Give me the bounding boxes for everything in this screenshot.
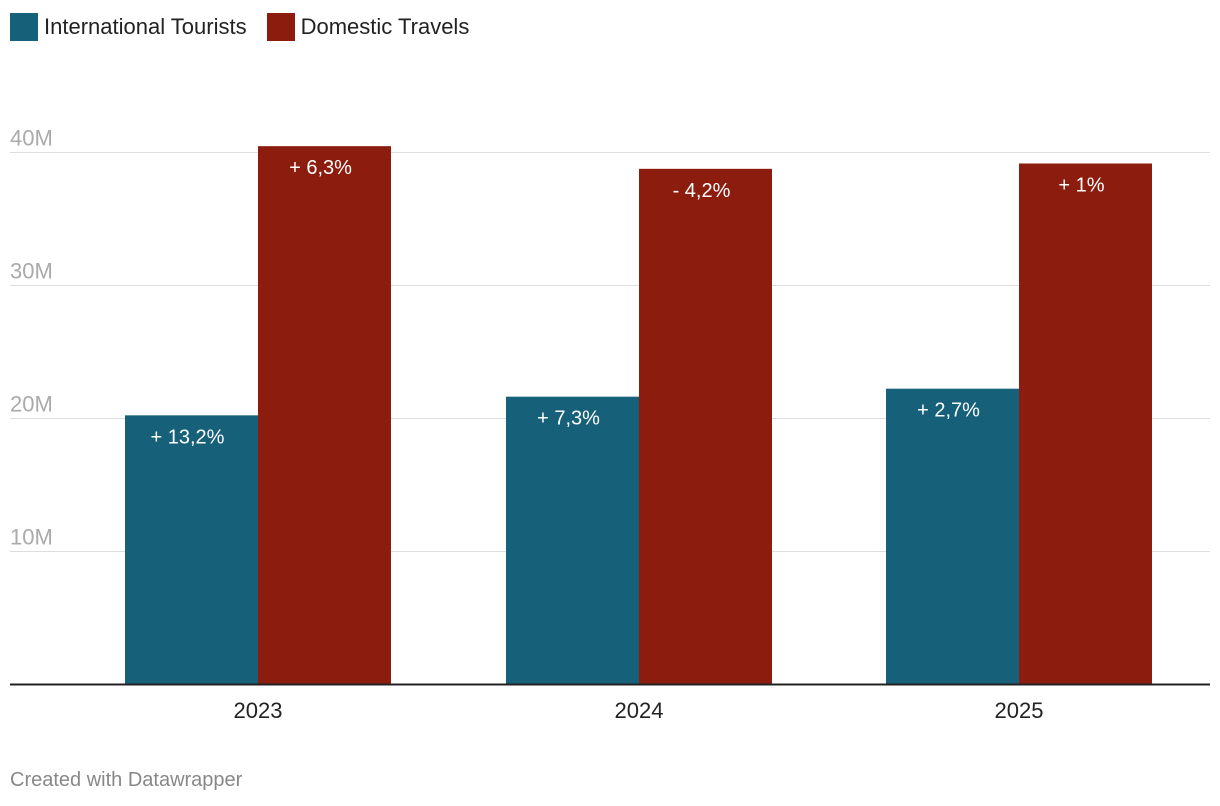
datawrapper-credit: Created with Datawrapper (10, 769, 243, 791)
legend-item-international[interactable]: International Tourists (10, 13, 247, 41)
bar (1019, 163, 1152, 685)
legend: International Tourists Domestic Travels (10, 13, 469, 41)
bar-data-label: + 2,7% (917, 400, 980, 422)
y-tick-label: 20M (10, 392, 53, 417)
bar-data-label: + 1% (1058, 174, 1104, 196)
bar (125, 415, 258, 685)
x-tick-label: 2024 (615, 698, 664, 723)
bar-data-label: + 13,2% (151, 426, 225, 448)
y-tick-label: 40M (10, 126, 53, 151)
legend-label-domestic: Domestic Travels (300, 14, 470, 39)
bar-data-label: - 4,2% (673, 180, 731, 202)
bar (639, 168, 772, 685)
x-tick-label: 2025 (995, 698, 1044, 723)
bar (258, 146, 391, 685)
bar (886, 388, 1019, 685)
legend-label-international: International Tourists (44, 14, 247, 39)
y-tick-label: 10M (10, 525, 53, 550)
legend-swatch-international (10, 13, 38, 41)
bar-data-label: + 6,3% (289, 157, 352, 179)
y-tick-label: 30M (10, 259, 53, 284)
x-tick-label: 2023 (234, 698, 283, 723)
legend-swatch-domestic (266, 13, 295, 41)
bar (506, 396, 639, 685)
legend-item-domestic[interactable]: Domestic Travels (266, 13, 470, 41)
bar-data-label: + 7,3% (537, 408, 600, 430)
